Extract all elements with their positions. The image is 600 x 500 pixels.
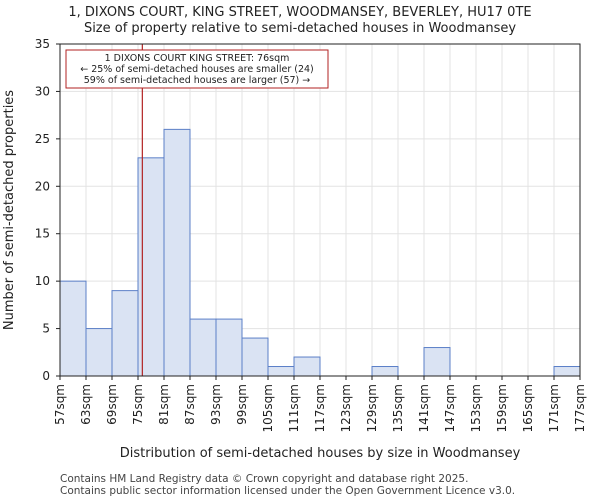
bar: [553, 366, 581, 377]
x-tick-label: 99sqm: [235, 384, 249, 425]
x-tick-label: 165sqm: [521, 384, 535, 432]
bar: [59, 280, 87, 377]
bar: [111, 290, 139, 377]
x-tick-label: 111sqm: [287, 384, 301, 432]
y-tick-label: 5: [42, 322, 50, 336]
x-tick-label: 177sqm: [573, 384, 587, 432]
x-tick-label: 123sqm: [339, 384, 353, 432]
bar: [371, 366, 399, 377]
x-tick-label: 93sqm: [209, 384, 223, 425]
y-tick-label: 35: [35, 37, 50, 51]
x-tick-label: 63sqm: [79, 384, 93, 425]
y-tick-label: 10: [35, 274, 50, 288]
bars: [59, 128, 581, 377]
y-tick-label: 25: [35, 132, 50, 146]
bar: [241, 337, 269, 377]
y-tick-label: 30: [35, 84, 50, 98]
annotation-line2: ← 25% of semi-detached houses are smalle…: [80, 64, 314, 75]
x-axis-label: Distribution of semi-detached houses by …: [120, 446, 521, 461]
bar: [85, 328, 113, 377]
y-tick-label: 0: [42, 369, 50, 383]
chart-title-line2: Size of property relative to semi-detach…: [84, 21, 516, 36]
x-tick-label: 153sqm: [469, 384, 483, 432]
x-tick-label: 69sqm: [105, 384, 119, 425]
x-tick-label: 135sqm: [391, 384, 405, 432]
bar: [423, 347, 451, 377]
bar: [189, 318, 217, 377]
x-tick-label: 75sqm: [131, 384, 145, 425]
annotation-line1: 1 DIXONS COURT KING STREET: 76sqm: [105, 53, 290, 64]
x-tick-label: 129sqm: [365, 384, 379, 432]
x-tick-label: 171sqm: [547, 384, 561, 432]
bar: [293, 356, 321, 377]
x-tick-label: 87sqm: [183, 384, 197, 425]
footer-line2: Contains public sector information licen…: [60, 485, 516, 497]
bar: [267, 366, 295, 377]
annotation-box: 1 DIXONS COURT KING STREET: 76sqm ← 25% …: [65, 49, 329, 89]
annotation-line3: 59% of semi-detached houses are larger (…: [84, 75, 311, 86]
y-axis-label: Number of semi-detached properties: [2, 90, 17, 330]
x-axis-ticks: 57sqm 63sqm 69sqm 75sqm 81sqm 87sqm 93sqm 99sqm…: [53, 376, 587, 432]
x-tick-label: 117sqm: [313, 384, 327, 432]
x-tick-label: 81sqm: [157, 384, 171, 425]
y-tick-label: 20: [35, 179, 50, 193]
bar: [215, 318, 243, 377]
x-tick-label: 141sqm: [417, 384, 431, 432]
x-tick-label: 147sqm: [443, 384, 457, 432]
annotation-border: [65, 49, 329, 89]
x-tick-label: 159sqm: [495, 384, 509, 432]
x-tick-label: 105sqm: [261, 384, 275, 432]
footer-line1: Contains HM Land Registry data © Crown c…: [60, 473, 469, 485]
y-axis-ticks: 0 5 10 15 20 25 30 35: [35, 37, 60, 383]
chart-title-line1: 1, DIXONS COURT, KING STREET, WOODMANSEY…: [68, 5, 531, 20]
x-tick-label: 57sqm: [53, 384, 67, 425]
y-tick-label: 15: [35, 227, 50, 241]
bar: [163, 128, 191, 377]
